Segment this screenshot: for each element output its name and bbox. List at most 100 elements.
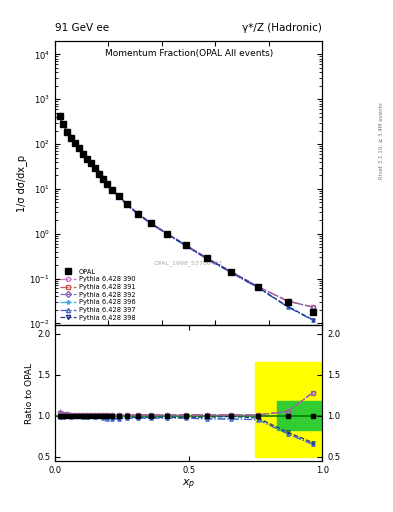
Pythia 6.428 390 — [285, 298, 290, 304]
Pythia 6.428 397 — [285, 304, 290, 310]
Pythia 6.428 397 — [165, 231, 170, 238]
Line: Pythia 6.428 391: Pythia 6.428 391 — [58, 114, 315, 309]
Pythia 6.428 396 — [229, 270, 234, 276]
Pythia 6.428 397 — [256, 285, 261, 291]
Pythia 6.428 398 — [61, 121, 65, 127]
Pythia 6.428 390 — [105, 181, 110, 187]
Pythia 6.428 392 — [285, 298, 290, 304]
OPAL — [136, 210, 140, 217]
Pythia 6.428 398 — [285, 303, 290, 309]
Pythia 6.428 390 — [165, 230, 170, 237]
Pythia 6.428 391 — [285, 298, 290, 304]
Pythia 6.428 398 — [117, 194, 121, 200]
Pythia 6.428 390 — [72, 140, 77, 146]
Pythia 6.428 398 — [84, 156, 89, 162]
OPAL — [256, 284, 261, 290]
Pythia 6.428 396 — [110, 187, 115, 194]
OPAL — [72, 140, 77, 146]
Pythia 6.428 390 — [84, 156, 89, 162]
Pythia 6.428 390 — [96, 170, 101, 177]
Pythia 6.428 398 — [110, 187, 115, 194]
Pythia 6.428 390 — [149, 220, 154, 226]
OPAL — [84, 156, 89, 162]
Pythia 6.428 397 — [96, 170, 101, 177]
Pythia 6.428 397 — [72, 140, 77, 146]
Pythia 6.428 392 — [256, 284, 261, 290]
Text: γ*/Z (Hadronic): γ*/Z (Hadronic) — [242, 23, 322, 33]
Pythia 6.428 390 — [110, 186, 115, 193]
Pythia 6.428 392 — [149, 220, 154, 226]
Pythia 6.428 396 — [57, 114, 62, 120]
Pythia 6.428 396 — [205, 256, 210, 262]
Pythia 6.428 391 — [88, 160, 93, 166]
OPAL — [57, 113, 62, 119]
Pythia 6.428 390 — [76, 145, 81, 151]
Pythia 6.428 392 — [61, 121, 65, 127]
OPAL — [205, 255, 210, 262]
Pythia 6.428 391 — [310, 304, 315, 310]
Pythia 6.428 398 — [68, 135, 73, 141]
Pythia 6.428 397 — [88, 161, 93, 167]
Pythia 6.428 392 — [80, 151, 85, 157]
OPAL — [125, 201, 130, 207]
Text: Rivet 3.1.10, ≥ 3.4M events: Rivet 3.1.10, ≥ 3.4M events — [378, 102, 384, 179]
Pythia 6.428 397 — [92, 165, 97, 172]
Pythia 6.428 392 — [117, 193, 121, 199]
Pythia 6.428 392 — [105, 181, 110, 187]
Pythia 6.428 392 — [88, 160, 93, 166]
Pythia 6.428 391 — [76, 145, 81, 151]
Pythia 6.428 390 — [229, 269, 234, 275]
Pythia 6.428 390 — [184, 242, 188, 248]
Pythia 6.428 397 — [117, 194, 121, 200]
Line: Pythia 6.428 397: Pythia 6.428 397 — [58, 115, 315, 322]
Pythia 6.428 390 — [125, 201, 130, 207]
Pythia 6.428 392 — [110, 186, 115, 193]
Pythia 6.428 396 — [136, 211, 140, 217]
Pythia 6.428 390 — [256, 284, 261, 290]
Pythia 6.428 396 — [88, 161, 93, 167]
Pythia 6.428 398 — [57, 113, 62, 119]
Y-axis label: 1/σ dσ/dx_p: 1/σ dσ/dx_p — [16, 155, 27, 212]
Pythia 6.428 397 — [310, 317, 315, 324]
Pythia 6.428 391 — [84, 156, 89, 162]
Pythia 6.428 391 — [80, 151, 85, 157]
Pythia 6.428 398 — [96, 170, 101, 177]
Pythia 6.428 390 — [88, 160, 93, 166]
Pythia 6.428 391 — [165, 230, 170, 237]
OPAL — [61, 121, 65, 127]
Pythia 6.428 396 — [84, 156, 89, 162]
OPAL — [88, 160, 93, 166]
Pythia 6.428 398 — [136, 211, 140, 217]
Pythia 6.428 396 — [256, 285, 261, 291]
Pythia 6.428 391 — [57, 113, 62, 119]
Pythia 6.428 390 — [80, 151, 85, 157]
Pythia 6.428 391 — [100, 175, 105, 181]
Pythia 6.428 397 — [136, 211, 140, 217]
OPAL — [92, 165, 97, 171]
Pythia 6.428 396 — [80, 152, 85, 158]
Pythia 6.428 391 — [92, 165, 97, 171]
Pythia 6.428 391 — [72, 140, 77, 146]
Pythia 6.428 392 — [165, 230, 170, 237]
Pythia 6.428 391 — [125, 201, 130, 207]
OPAL — [165, 230, 170, 237]
Pythia 6.428 396 — [149, 221, 154, 227]
OPAL — [64, 129, 69, 135]
Pythia 6.428 392 — [72, 140, 77, 146]
Pythia 6.428 397 — [80, 152, 85, 158]
Pythia 6.428 392 — [92, 165, 97, 171]
Pythia 6.428 396 — [100, 176, 105, 182]
Pythia 6.428 392 — [96, 170, 101, 177]
Pythia 6.428 397 — [110, 187, 115, 194]
Bar — [255, 362, 322, 457]
Pythia 6.428 397 — [84, 156, 89, 162]
Pythia 6.428 392 — [136, 210, 140, 217]
Pythia 6.428 392 — [100, 175, 105, 181]
Pythia 6.428 398 — [149, 221, 154, 227]
Legend: OPAL, Pythia 6.428 390, Pythia 6.428 391, Pythia 6.428 392, Pythia 6.428 396, Py: OPAL, Pythia 6.428 390, Pythia 6.428 391… — [58, 267, 137, 322]
Pythia 6.428 391 — [110, 186, 115, 193]
X-axis label: $x_p$: $x_p$ — [182, 477, 195, 492]
OPAL — [105, 181, 110, 187]
Pythia 6.428 398 — [205, 256, 210, 262]
Pythia 6.428 392 — [76, 145, 81, 151]
